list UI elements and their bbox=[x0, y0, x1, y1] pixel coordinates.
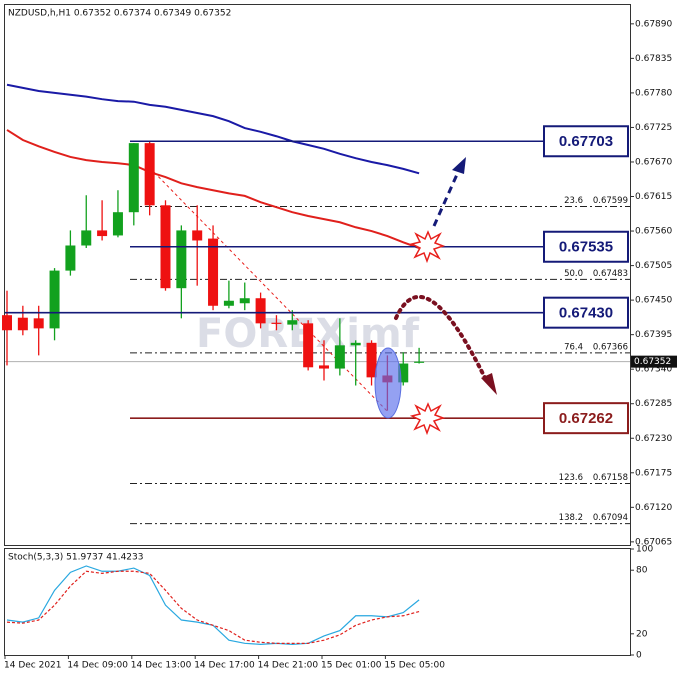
level-box bbox=[543, 230, 629, 263]
fib-price: 0.67366 bbox=[593, 342, 628, 352]
x-tick-label: 14 Dec 09:00 bbox=[67, 661, 128, 671]
up-arrow-head bbox=[452, 157, 466, 174]
y-tick-label: 0.67725 bbox=[635, 123, 672, 133]
price-tag-label: 0.67352 bbox=[634, 357, 671, 367]
candle-body bbox=[398, 363, 409, 383]
y-tick-label: 0.67670 bbox=[635, 157, 672, 167]
candle-body bbox=[271, 322, 282, 324]
candle-body bbox=[239, 298, 250, 304]
candle-body bbox=[33, 318, 44, 329]
stoch-frame bbox=[4, 548, 631, 656]
price-tag bbox=[631, 355, 677, 368]
main-layer: 0.67890 0.67835 0.67780 0.67725 0.67670 0.676… bbox=[2, 19, 677, 547]
y-tick-label: 0.67120 bbox=[635, 503, 672, 513]
level-box bbox=[543, 296, 629, 329]
x-tick-label: 14 Dec 21:00 bbox=[258, 661, 319, 671]
candle-body bbox=[176, 230, 187, 289]
candle-body bbox=[255, 298, 266, 324]
x-tick-label: 15 Dec 01:00 bbox=[321, 661, 382, 671]
highlight-ellipse bbox=[374, 347, 402, 419]
level-label: 0.67430 bbox=[559, 305, 613, 322]
y-tick-label: 0.67285 bbox=[635, 399, 672, 409]
y-tick-label: 0.67835 bbox=[635, 54, 672, 64]
candle-body bbox=[112, 212, 123, 236]
y-tick-label: 0 bbox=[636, 651, 642, 661]
level-label: 0.67535 bbox=[559, 239, 613, 256]
chart-title: NZDUSD,h,H1 0.67352 0.67374 0.67349 0.67… bbox=[8, 9, 231, 19]
fib-level: 123.6 bbox=[559, 473, 583, 483]
x-tick-label: 14 Dec 17:00 bbox=[194, 661, 255, 671]
candle-body bbox=[128, 143, 139, 213]
y-tick-label: 0.67175 bbox=[635, 468, 672, 478]
fib-price: 0.67599 bbox=[593, 196, 628, 206]
candle-body bbox=[65, 245, 76, 271]
fib-price: 0.67094 bbox=[593, 513, 628, 523]
burst bbox=[409, 230, 446, 264]
fib-price: 0.67483 bbox=[593, 269, 628, 279]
trend-line bbox=[149, 167, 389, 413]
level-label: 0.67262 bbox=[559, 410, 613, 427]
candle-body bbox=[303, 323, 314, 368]
x-tick-label: 15 Dec 05:00 bbox=[384, 661, 445, 671]
candle-body bbox=[334, 345, 345, 369]
y-tick-label: 100 bbox=[636, 545, 653, 555]
level-box bbox=[543, 125, 629, 158]
stoch-line bbox=[6, 570, 420, 644]
candle-body bbox=[2, 315, 12, 331]
y-tick-label: 0.67615 bbox=[635, 192, 672, 202]
candle-body bbox=[414, 361, 425, 363]
y-tick-label: 0.67780 bbox=[635, 88, 672, 98]
y-tick-label: 0.67065 bbox=[635, 537, 672, 547]
y-tick-label: 0.67505 bbox=[635, 261, 672, 271]
down-arrow-head bbox=[481, 373, 497, 395]
candle-body bbox=[17, 317, 28, 331]
x-tick-label: 14 Dec 2021 bbox=[4, 661, 62, 671]
y-tick-label: 0.67230 bbox=[635, 434, 672, 444]
moving-average bbox=[6, 83, 420, 175]
candle-body bbox=[287, 320, 298, 325]
y-tick-label: 80 bbox=[636, 566, 648, 576]
x-tick-label: 14 Dec 13:00 bbox=[131, 661, 192, 671]
candle-body bbox=[81, 230, 92, 246]
candle-body bbox=[366, 342, 377, 378]
y-tick-label: 0.67450 bbox=[635, 296, 672, 306]
level-label: 0.67703 bbox=[559, 133, 613, 150]
y-tick-label: 20 bbox=[636, 629, 648, 639]
fib-level: 50.0 bbox=[564, 269, 583, 279]
y-tick-label: 0.67340 bbox=[635, 365, 672, 375]
candle-body bbox=[319, 365, 329, 369]
y-tick-label: 0.67395 bbox=[635, 330, 672, 340]
candle-body bbox=[350, 342, 361, 346]
fib-price: 0.67158 bbox=[593, 473, 628, 483]
fib-level: 23.6 bbox=[564, 196, 583, 206]
candle-body bbox=[144, 143, 155, 206]
down-arrow bbox=[394, 294, 488, 382]
burst bbox=[409, 402, 446, 436]
y-tick-label: 0.67890 bbox=[635, 19, 672, 29]
fib-level: 76.4 bbox=[564, 342, 583, 352]
candle-body bbox=[223, 300, 234, 306]
candle-body bbox=[97, 230, 108, 237]
main-frame bbox=[4, 4, 631, 546]
candle-body bbox=[208, 238, 219, 306]
moving-average bbox=[6, 129, 420, 249]
up-arrow bbox=[432, 169, 461, 227]
stoch-title: Stoch(5,3,3) 51.9737 41.4233 bbox=[8, 553, 143, 563]
candle-body bbox=[49, 270, 60, 329]
y-tick-label: 0.67560 bbox=[635, 227, 672, 237]
candle-body bbox=[192, 230, 203, 241]
fib-level: 138.2 bbox=[559, 513, 583, 523]
level-box bbox=[543, 402, 629, 435]
